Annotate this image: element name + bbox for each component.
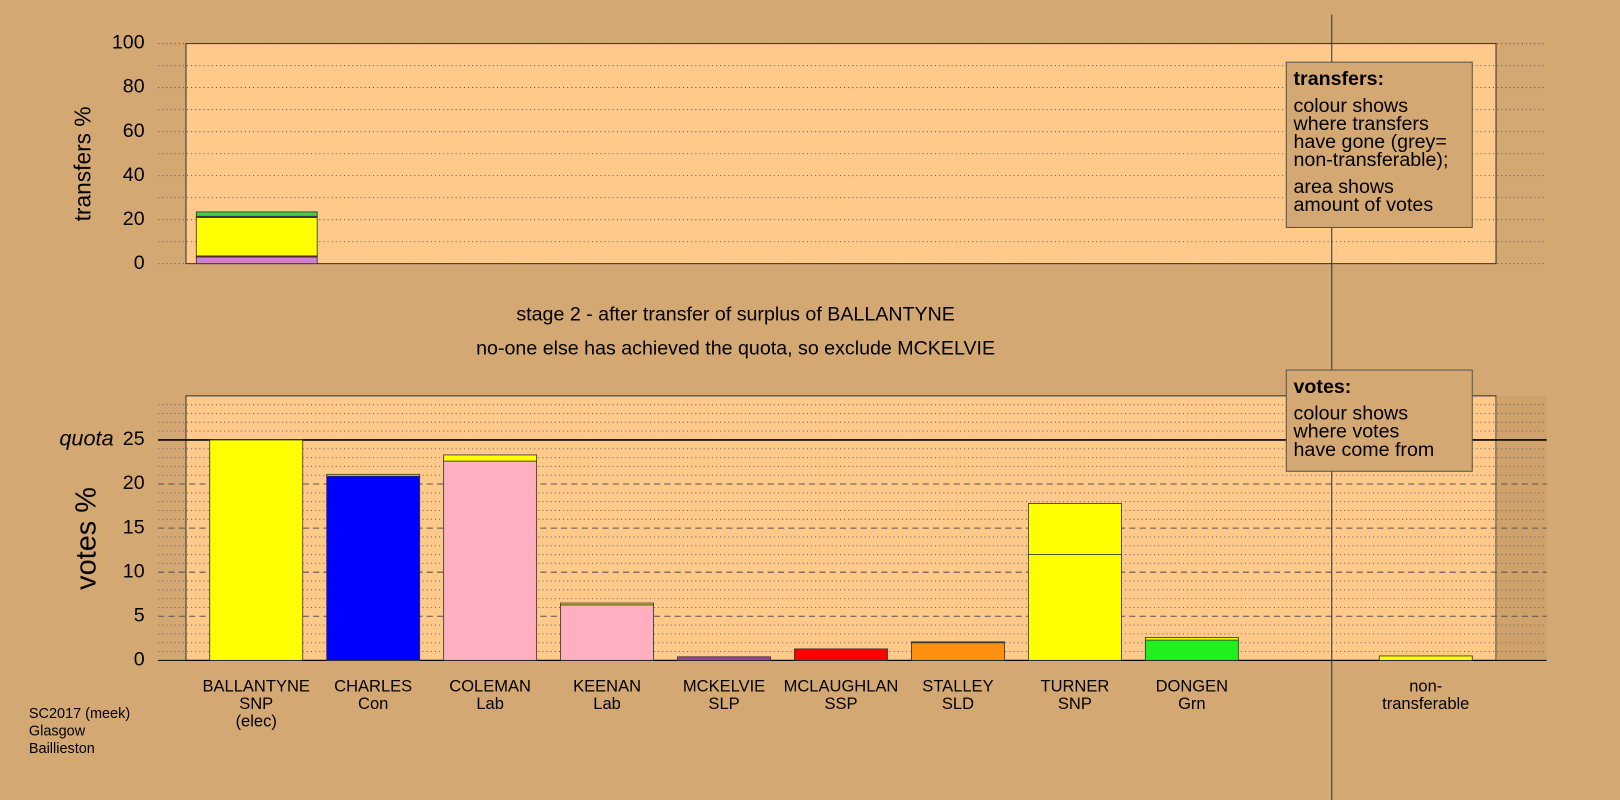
legend-text: where transfers (1293, 113, 1429, 135)
x-tick-label: MCKELVIE (683, 677, 765, 696)
bar-segment (1144, 639, 1239, 661)
x-tick-label: BALLANTYNE (203, 677, 310, 696)
y-tick-label: 10 (123, 560, 145, 582)
bar-segment (677, 656, 771, 661)
legend-text: colour shows (1294, 403, 1409, 425)
bar-segment (443, 460, 538, 661)
x-tick-label: SNP (239, 694, 273, 713)
footer-text: Glasgow (29, 723, 86, 739)
bar-segment (209, 439, 304, 661)
y-tick-label: 40 (123, 164, 145, 186)
bar-segment (560, 602, 654, 606)
x-tick-label: CHARLES (334, 677, 412, 696)
bar-segment (326, 475, 421, 661)
y-tick-label: 0 (134, 649, 145, 671)
x-tick-label: (elec) (236, 712, 277, 731)
legend-text: non-transferable); (1294, 149, 1449, 171)
x-tick-label: Grn (1178, 694, 1206, 713)
bar-segment (443, 454, 538, 462)
bar-segment (1027, 503, 1122, 555)
legend-box (1285, 369, 1473, 472)
y-tick-label: 60 (123, 120, 145, 142)
y-tick-label: 20 (123, 208, 145, 230)
legend-text: colour shows (1294, 95, 1409, 117)
bar-segment (1378, 655, 1473, 661)
legend-text: area shows (1294, 176, 1395, 198)
bar-segment (911, 641, 1005, 644)
bar-segment (195, 211, 318, 217)
bar-segment (195, 216, 318, 257)
legend-box (1285, 61, 1473, 228)
x-tick-label: SLP (708, 694, 739, 713)
legend-title: votes: (1294, 376, 1352, 398)
x-tick-label: DONGEN (1156, 677, 1229, 696)
bar-segment (560, 604, 654, 661)
quota-label: quota (59, 426, 113, 451)
x-tick-label: SLD (942, 694, 974, 713)
bar-segment (794, 648, 888, 661)
x-tick-label: Lab (476, 694, 504, 713)
y-tick-label: 0 (134, 252, 145, 274)
x-tick-label: non- (1409, 677, 1442, 696)
x-tick-label: SNP (1058, 694, 1092, 713)
y-axis-label: votes % (70, 487, 102, 590)
y-tick-label: 80 (123, 76, 145, 98)
bar-segment (1144, 637, 1239, 641)
x-tick-label: Lab (593, 694, 621, 713)
legend-text: have come from (1294, 439, 1435, 461)
legend-title: transfers: (1294, 68, 1385, 90)
bar-segment (911, 642, 1005, 661)
subtitle: stage 2 - after transfer of surplus of B… (516, 303, 954, 325)
subtitle: no-one else has achieved the quota, so e… (476, 338, 995, 360)
x-tick-label: MCLAUGHLAN (784, 677, 899, 696)
legend-text: amount of votes (1294, 194, 1434, 216)
legend-text: have gone (grey= (1294, 131, 1447, 153)
y-tick-label: 20 (123, 472, 145, 494)
y-tick-label: 5 (134, 604, 145, 626)
bar-segment (1027, 554, 1122, 661)
y-axis-label: transfers % (70, 106, 96, 221)
x-tick-label: Con (358, 694, 388, 713)
footer-text: SC2017 (meek) (29, 706, 130, 722)
x-tick-label: TURNER (1040, 677, 1109, 696)
bar-segment (326, 473, 421, 477)
y-tick-label: 100 (112, 32, 145, 54)
x-tick-label: transferable (1382, 694, 1469, 713)
x-tick-label: KEENAN (573, 677, 641, 696)
x-tick-label: STALLEY (922, 677, 993, 696)
x-tick-label: SSP (824, 694, 857, 713)
x-tick-label: COLEMAN (449, 677, 531, 696)
y-tick-label: 25 (123, 428, 145, 450)
footer-text: Baillieston (29, 741, 95, 757)
legend-text: where votes (1293, 421, 1400, 443)
y-tick-label: 15 (123, 516, 145, 538)
bar-segment (195, 256, 318, 265)
